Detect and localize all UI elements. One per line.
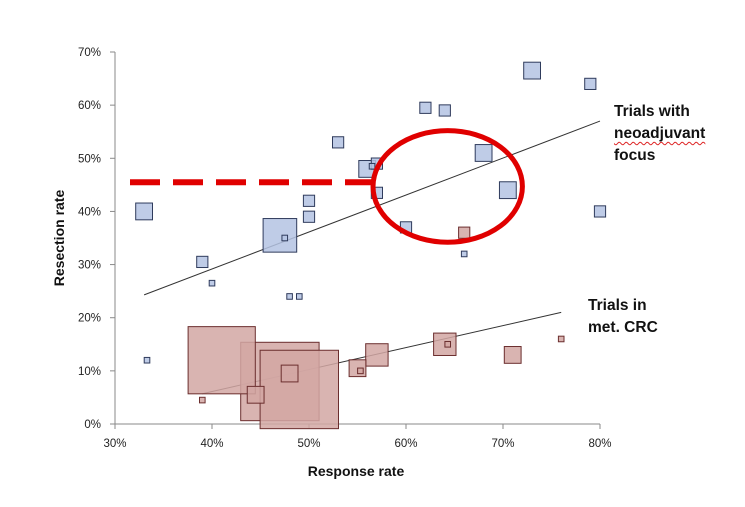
series-2-point <box>503 346 522 364</box>
series-2-point <box>187 326 256 395</box>
series-2-point <box>246 385 265 404</box>
highlight-ellipse <box>370 128 525 245</box>
series-2-point <box>199 396 206 404</box>
series-1-point <box>332 136 345 149</box>
series-1-point <box>296 293 303 300</box>
series-2-point <box>444 340 452 348</box>
y-tick-label: 10% <box>78 366 101 378</box>
series-1-point <box>438 104 451 117</box>
series-1-point <box>302 194 316 207</box>
series-1-point <box>196 255 209 269</box>
y-axis-title: Resection rate <box>51 190 67 287</box>
annotation-met-crc-line-1: Trials in <box>588 297 647 314</box>
series-1-point <box>584 77 597 90</box>
series-1-point <box>143 356 151 364</box>
y-tick-label: 0% <box>84 419 101 431</box>
series-2-point <box>365 343 389 367</box>
series-1-point <box>208 279 216 287</box>
series-1-point <box>286 293 293 300</box>
x-axis-title: Response rate <box>308 463 405 479</box>
series-2-point <box>357 367 364 375</box>
x-tick-label: 70% <box>491 438 514 450</box>
trend-line-1 <box>143 120 601 296</box>
series-1-point <box>368 162 376 170</box>
x-tick-label: 60% <box>394 438 417 450</box>
series-1-point <box>593 205 607 218</box>
series-1-point <box>302 210 316 223</box>
data-points <box>135 61 607 430</box>
highlights <box>130 128 525 245</box>
x-tick-label: 50% <box>297 438 320 450</box>
y-tick-label: 70% <box>78 47 101 59</box>
y-tick-label: 50% <box>78 153 101 165</box>
annotation-neoadjuvant: Trials with neoadjuvant focus <box>614 101 705 167</box>
series-2-point <box>259 349 340 430</box>
series-1-point <box>419 101 432 114</box>
series-1-point <box>281 234 289 242</box>
series-2-point <box>458 226 471 239</box>
y-tick-label: 30% <box>78 260 101 272</box>
annotation-neoadjuvant-line-1: Trials with <box>614 103 690 120</box>
series-1-point <box>135 202 153 221</box>
series-1-point <box>262 218 298 253</box>
y-tick-label: 60% <box>78 100 101 112</box>
series-1-point <box>498 181 517 200</box>
annotation-neoadjuvant-line-3: focus <box>614 147 656 164</box>
series-1-point <box>523 61 542 80</box>
x-tick-label: 80% <box>588 438 611 450</box>
x-tick-label: 40% <box>200 438 223 450</box>
y-tick-label: 40% <box>78 206 101 218</box>
axes: 30% 40% 50% 60% 70% 80% 0% 10% 20% 30% 40% 50% 60% 70… <box>78 47 612 450</box>
annotation-met-crc-line-2: met. CRC <box>588 319 658 336</box>
x-tick-label: 30% <box>103 438 126 450</box>
series-2-point <box>557 335 565 343</box>
series-2-point <box>280 364 299 383</box>
series-1-point <box>460 250 468 258</box>
y-tick-label: 20% <box>78 313 101 325</box>
annotation-neoadjuvant-line-2: neoadjuvant <box>614 125 706 142</box>
annotation-met-crc: Trials in met. CRC <box>588 295 658 339</box>
series-1-point <box>474 144 493 162</box>
